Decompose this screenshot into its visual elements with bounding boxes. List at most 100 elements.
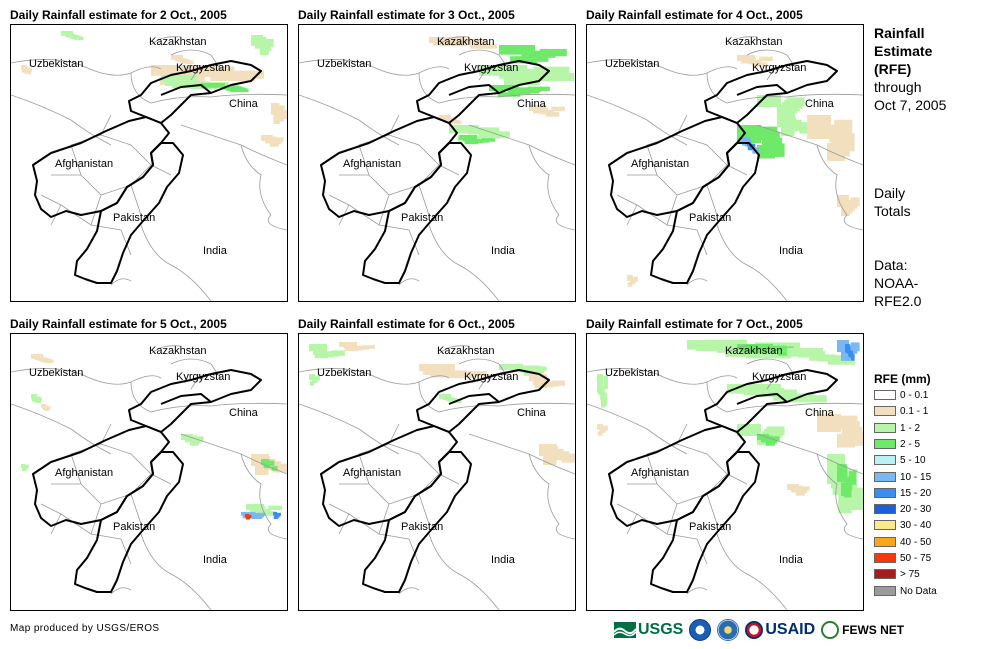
map-panel-oct6: Kazakhstan Uzbekistan Kyrgyzstan China Afgha…	[298, 333, 576, 611]
border-line	[587, 368, 738, 385]
country-outline	[736, 393, 788, 405]
rain-patch	[309, 344, 345, 359]
legend-label: 5 - 10	[900, 455, 926, 467]
side-through-date: Oct 7, 2005	[874, 97, 947, 113]
legend-swatch	[874, 422, 896, 433]
side-title-line2: Estimate	[874, 43, 933, 59]
border-line	[110, 587, 132, 595]
rainfall-map: Kazakhstan Uzbekistan Kyrgyzstan China Afgha…	[587, 340, 863, 610]
border-line	[11, 94, 112, 146]
panel-title-oct2: Daily Rainfall estimate for 2 Oct., 2005	[10, 8, 227, 22]
place-label-china: China	[805, 98, 835, 110]
rain-patch	[529, 374, 565, 389]
rain-patch	[837, 195, 860, 216]
border-line	[428, 533, 500, 610]
place-label-uzbekistan: Uzbekistan	[317, 58, 371, 70]
rain-patch	[21, 464, 29, 471]
rain-patch	[627, 275, 638, 287]
place-label-kyrgyzstan: Kyrgyzstan	[752, 371, 806, 383]
border-line	[299, 368, 450, 385]
border-line	[686, 587, 708, 595]
country-outline	[448, 84, 500, 96]
place-label-pakistan: Pakistan	[113, 212, 155, 224]
place-label-uzbekistan: Uzbekistan	[605, 367, 659, 379]
legend-label: 0 - 0.1	[900, 390, 929, 401]
legend-item: 5 - 10	[874, 455, 926, 467]
border-line	[706, 381, 863, 413]
globe-icon	[821, 621, 840, 639]
panel-title-oct3: Daily Rainfall estimate for 3 Oct., 2005	[298, 8, 515, 22]
legend-swatch	[874, 569, 896, 580]
map-panel-oct4: Kazakhstan Uzbekistan Kyrgyzstan China Afgha…	[586, 24, 864, 302]
border-line	[150, 36, 182, 46]
place-label-kazakhstan: Kazakhstan	[149, 345, 206, 357]
legend-label: > 75	[900, 569, 920, 581]
legend-swatch	[874, 390, 896, 400]
country-outline	[74, 451, 184, 593]
rain-patch	[309, 374, 320, 386]
legend-label: 15 - 20	[900, 487, 932, 499]
place-label-kazakhstan: Kazakhstan	[437, 345, 494, 357]
legend-label: 20 - 30	[900, 504, 932, 516]
rain-patch	[777, 115, 813, 136]
side-data: Data: NOAA- RFE2.0	[874, 256, 921, 310]
commerce-seal-icon	[717, 619, 740, 641]
place-label-uzbekistan: Uzbekistan	[605, 58, 659, 70]
place-label-china: China	[229, 407, 259, 419]
rain-patch	[21, 65, 32, 75]
border-line	[716, 533, 788, 610]
border-line	[299, 59, 450, 76]
country-outline	[704, 369, 838, 433]
fews-net-logo: FEWS NET	[821, 621, 904, 639]
legend-swatch	[874, 553, 896, 563]
legend-label: 40 - 50	[900, 536, 932, 548]
country-outline	[74, 142, 184, 284]
rain-patch	[787, 484, 810, 496]
place-label-uzbekistan: Uzbekistan	[29, 367, 83, 379]
legend-swatch	[874, 438, 896, 449]
legend-label: 1 - 2	[900, 422, 921, 434]
rain-patch	[246, 504, 282, 516]
side-data-1: Data:	[874, 257, 908, 273]
border-line	[706, 72, 863, 104]
border-line	[726, 36, 758, 46]
rainfall-map: Kazakhstan Uzbekistan Kyrgyzstan China Afgha…	[11, 345, 287, 610]
country-outline	[650, 142, 760, 284]
noaa-seal-icon	[689, 619, 712, 641]
border-line	[398, 587, 420, 595]
border-line	[299, 94, 400, 146]
border-line	[816, 144, 863, 231]
border-line	[130, 72, 287, 104]
map-panel-oct2: Kazakhstan Uzbekistan Kyrgyzstan China Afgha…	[10, 24, 288, 302]
legend-swatch	[874, 520, 896, 531]
side-title-line3: (RFE)	[874, 61, 912, 77]
legend-item: 0 - 0.1	[874, 390, 928, 402]
place-label-kazakhstan: Kazakhstan	[725, 36, 782, 48]
legend-item: 15 - 20	[874, 487, 932, 500]
country-outline	[416, 60, 550, 124]
country-outline	[160, 393, 212, 405]
usaid-seal-icon	[745, 621, 764, 639]
rain-patch	[41, 404, 51, 411]
usaid-logo-text: USAID	[765, 621, 816, 638]
side-data-2: NOAA-	[874, 275, 919, 291]
side-daily-2: Totals	[874, 203, 911, 219]
place-label-india: India	[203, 245, 228, 257]
place-label-pakistan: Pakistan	[689, 212, 731, 224]
border-line	[11, 59, 162, 76]
rain-patch	[261, 135, 284, 147]
rain-patch	[499, 45, 567, 64]
map-panel-oct5: Kazakhstan Uzbekistan Kyrgyzstan China Afgha…	[10, 333, 288, 611]
rain-patch	[529, 105, 565, 117]
country-outline	[650, 451, 760, 593]
border-line	[428, 224, 500, 301]
border-line	[528, 453, 575, 540]
place-label-afghanistan: Afghanistan	[55, 158, 113, 170]
rain-patch	[807, 115, 855, 161]
place-label-afghanistan: Afghanistan	[343, 467, 401, 479]
border-line	[528, 144, 575, 231]
rainfall-map: Kazakhstan Uzbekistan Kyrgyzstan China Afgha…	[299, 36, 575, 301]
place-label-afghanistan: Afghanistan	[55, 467, 113, 479]
legend-item: 1 - 2	[874, 422, 921, 435]
rainfall-map: Kazakhstan Uzbekistan Kyrgyzstan China Afgha…	[299, 342, 575, 610]
